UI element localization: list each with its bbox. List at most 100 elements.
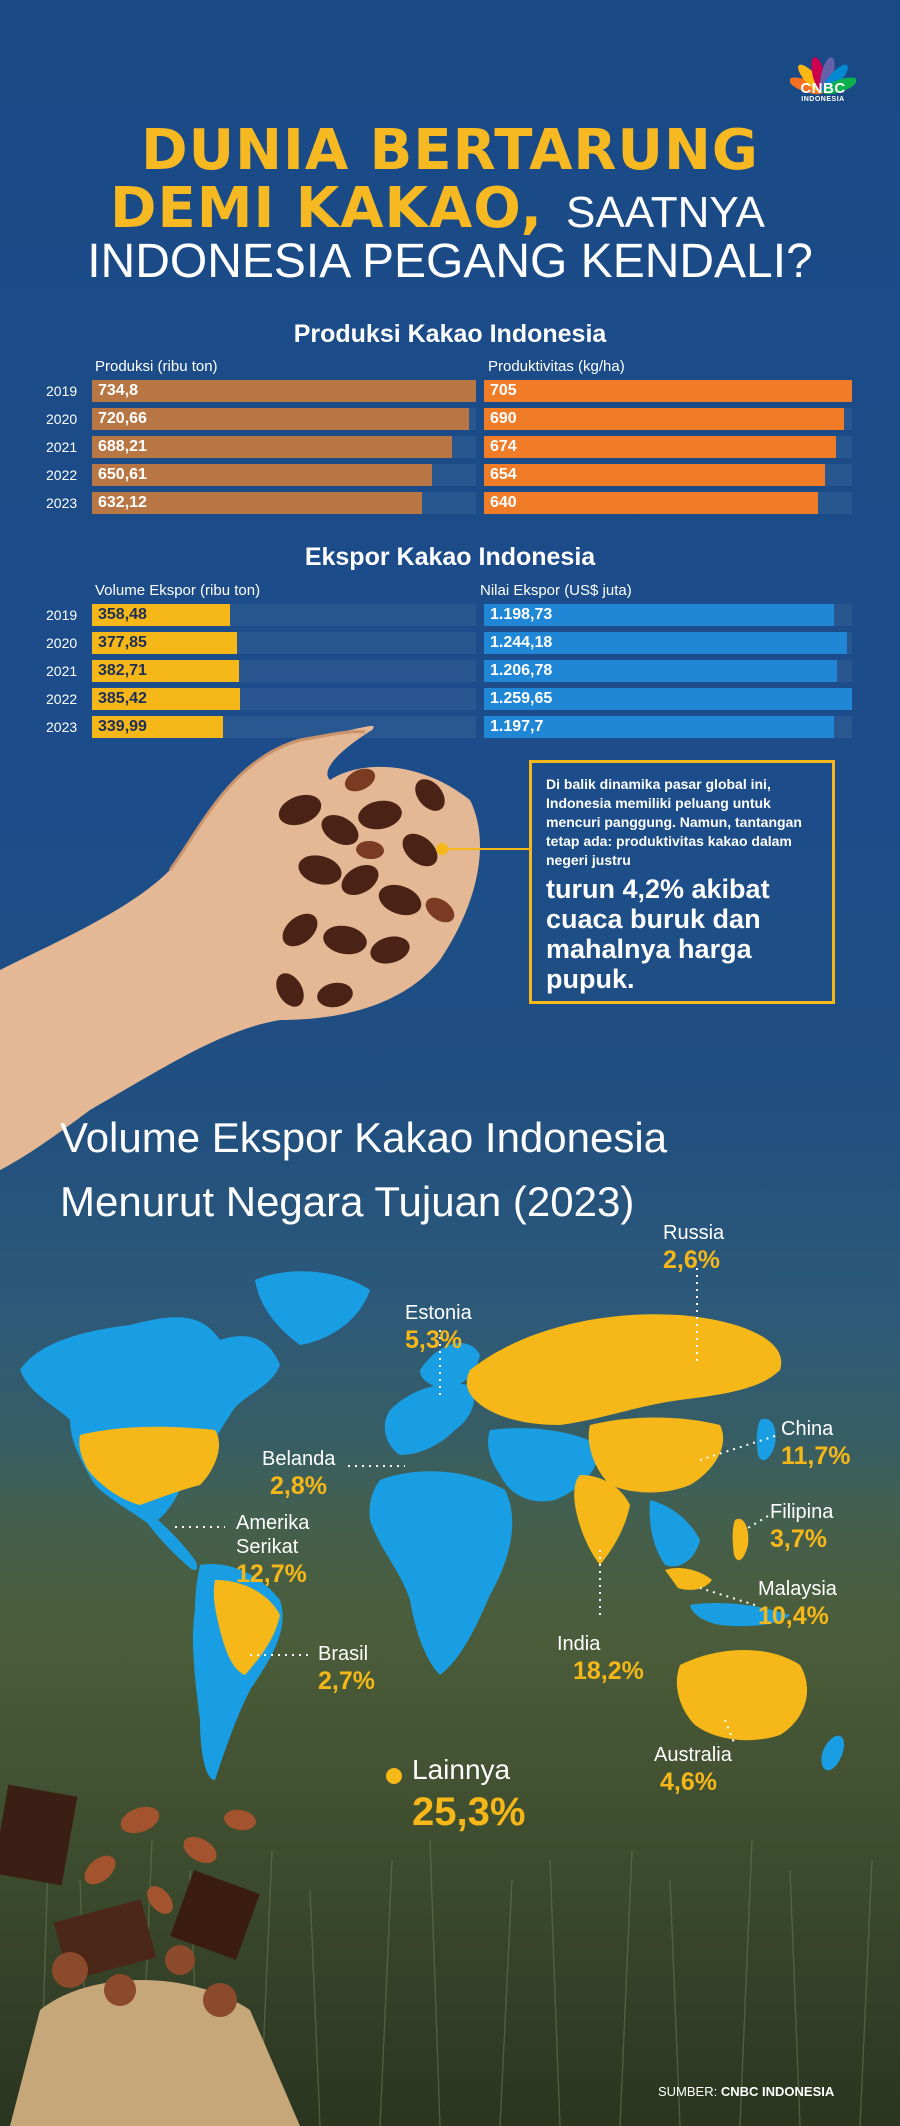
map-title-line-2: Menurut Negara Tujuan (2023): [60, 1178, 635, 1225]
year-label: 2019: [46, 383, 78, 399]
source-prefix: SUMBER:: [658, 2084, 718, 2099]
bar-export-volume: 382,71: [92, 660, 239, 682]
malaysia-leader: [699, 1587, 756, 1606]
label-russia-name: Russia: [663, 1222, 725, 1244]
year-label: 2020: [46, 411, 78, 427]
world-map: [20, 1268, 845, 1780]
bar-export-volume: 377,85: [92, 632, 237, 654]
japan-shape: [756, 1418, 776, 1461]
label-filipina-pct: 3,7%: [770, 1525, 827, 1553]
bar-productivity: 674: [484, 436, 836, 458]
label-amerika-name-2: Serikat: [236, 1536, 299, 1558]
label-brasil-pct: 2,7%: [318, 1667, 375, 1695]
label-belanda-pct: 2,8%: [270, 1472, 327, 1500]
headline-line-3: INDONESIA PEGANG KENDALI?: [87, 235, 813, 288]
bar-export-value: 1.206,78: [484, 660, 837, 682]
production-chart-title: Produksi Kakao Indonesia: [293, 320, 607, 348]
year-label: 2023: [46, 495, 78, 511]
label-belanda-name: Belanda: [262, 1448, 336, 1470]
bar-productivity: 654: [484, 464, 825, 486]
production-series-label: Produksi (ribu ton): [95, 358, 218, 375]
middle-east-shape: [488, 1428, 600, 1502]
headline-line-2-rest: SAATNYA: [566, 188, 765, 237]
callout-connector-dot: [436, 843, 448, 855]
bar-productivity: 640: [484, 492, 818, 514]
bar-production: 720,66: [92, 408, 469, 430]
year-label: 2023: [46, 719, 78, 735]
callout-highlight-text: turun 4,2% akibat cuaca buruk dan mahaln…: [546, 874, 770, 994]
export-value-series-label: Nilai Ekspor (US$ juta): [480, 582, 632, 599]
russia-shape: [466, 1314, 782, 1425]
bar-production: 650,61: [92, 464, 432, 486]
bar-productivity: 705: [484, 380, 852, 402]
label-brasil-name: Brasil: [318, 1643, 369, 1665]
map-title-line-1: Volume Ekspor Kakao Indonesia: [60, 1114, 668, 1161]
bar-export-volume: 385,42: [92, 688, 240, 710]
southeast-asia-shape: [649, 1500, 700, 1567]
greenland-shape: [255, 1271, 370, 1345]
productivity-series-label: Produktivitas (kg/ha): [488, 358, 625, 375]
source-name: CNBC INDONESIA: [720, 2084, 835, 2099]
hand-with-cocoa-beans-illustration: [0, 725, 480, 1170]
filipina-leader: [747, 1515, 769, 1529]
label-lainnya-name: Lainnya: [412, 1754, 511, 1785]
lainnya-dot: [386, 1768, 402, 1784]
india-shape: [574, 1475, 630, 1565]
north-america-shape: [20, 1317, 280, 1525]
chocolate-and-cocoa-illustration: [0, 1784, 300, 2126]
logo-text: CNBC: [800, 80, 846, 97]
bar-export-volume: 358,48: [92, 604, 230, 626]
label-malaysia-name: Malaysia: [758, 1578, 837, 1600]
bar-export-value: 1.197,7: [484, 716, 834, 738]
australia-leader: [724, 1719, 736, 1746]
malaysia-shape: [665, 1568, 712, 1590]
headline-line-2-bold: DEMI KAKAO,: [110, 176, 543, 241]
label-amerika-name-1: Amerika: [236, 1512, 310, 1534]
bar-export-volume: 339,99: [92, 716, 223, 738]
china-shape: [588, 1417, 724, 1493]
new-zealand-shape: [821, 1735, 845, 1771]
bar-export-value: 1.244,18: [484, 632, 847, 654]
brazil-shape: [213, 1580, 280, 1675]
callout-body-text: Di balik dinamika pasar global ini, Indo…: [546, 776, 802, 868]
callout-connector-line: [440, 848, 529, 850]
headline-line-1: DUNIA BERTARUNG: [141, 118, 759, 183]
label-filipina-name: Filipina: [770, 1501, 834, 1523]
map-title: Volume Ekspor Kakao Indonesia Menurut Ne…: [60, 1106, 667, 1234]
peacock-logo-icon: [790, 57, 856, 95]
bar-export-value: 1.259,65: [484, 688, 852, 710]
callout-box: Di balik dinamika pasar global ini, Indo…: [529, 760, 835, 1004]
label-australia-pct: 4,6%: [660, 1768, 717, 1796]
bar-production: 734,8: [92, 380, 476, 402]
bar-export-value: 1.198,73: [484, 604, 834, 626]
label-china-name: China: [781, 1418, 834, 1440]
australia-shape: [676, 1650, 808, 1741]
philippines-shape: [732, 1518, 749, 1561]
europe-shape: [384, 1383, 475, 1455]
label-lainnya-pct: 25,3%: [412, 1790, 526, 1834]
label-amerika-pct: 12,7%: [236, 1560, 307, 1588]
bar-productivity: 690: [484, 408, 844, 430]
year-label: 2021: [46, 663, 78, 679]
export-chart-title: Ekspor Kakao Indonesia: [304, 543, 596, 571]
year-label: 2020: [46, 635, 78, 651]
label-australia-name: Australia: [654, 1744, 732, 1766]
label-estonia-name: Estonia: [405, 1302, 472, 1324]
bar-production: 688,21: [92, 436, 452, 458]
source-credit: SUMBER: CNBC INDONESIA: [658, 2084, 834, 2099]
label-malaysia-pct: 10,4%: [758, 1602, 829, 1630]
central-america-shape: [140, 1505, 198, 1570]
logo-subtext: INDONESIA: [801, 96, 845, 103]
year-label: 2022: [46, 691, 78, 707]
year-label: 2019: [46, 607, 78, 623]
year-label: 2022: [46, 467, 78, 483]
indonesia-shape: [690, 1603, 790, 1627]
bar-production: 632,12: [92, 492, 422, 514]
export-volume-series-label: Volume Ekspor (ribu ton): [95, 582, 261, 599]
africa-shape: [369, 1471, 513, 1675]
label-estonia-pct: 5,3%: [405, 1326, 462, 1354]
label-india-pct: 18,2%: [573, 1657, 644, 1685]
label-russia-pct: 2,6%: [663, 1246, 720, 1274]
scandinavia-shape: [420, 1343, 480, 1389]
usa-shape: [79, 1426, 220, 1505]
